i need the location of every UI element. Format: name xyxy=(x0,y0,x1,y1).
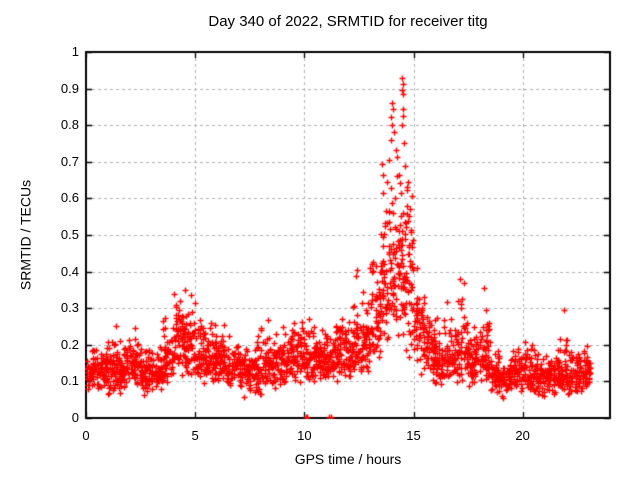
chart-title: Day 340 of 2022, SRMTID for receiver tit… xyxy=(208,13,488,30)
x-tick-label: 15 xyxy=(406,428,421,443)
y-tick-label: 0.1 xyxy=(60,373,79,389)
x-tick-label: 20 xyxy=(515,428,530,443)
x-tick-label: 0 xyxy=(82,428,90,443)
y-tick-label: 0.7 xyxy=(60,153,79,169)
y-tick-label: 0.6 xyxy=(60,190,79,206)
y-tick-label: 0 xyxy=(71,410,79,425)
x-tick-label: 10 xyxy=(297,428,312,443)
x-tick-label: 5 xyxy=(191,428,199,443)
x-axis-label: GPS time / hours xyxy=(294,451,402,467)
y-tick-label: 0.5 xyxy=(60,227,79,242)
y-tick-label: 0.2 xyxy=(60,336,79,352)
y-tick-label: 0.9 xyxy=(60,80,79,96)
y-tick-label: 1 xyxy=(71,44,79,59)
y-tick-label: 0.8 xyxy=(60,117,79,133)
y-tick-label: 0.4 xyxy=(60,263,79,279)
y-tick-label: 0.3 xyxy=(60,300,79,316)
